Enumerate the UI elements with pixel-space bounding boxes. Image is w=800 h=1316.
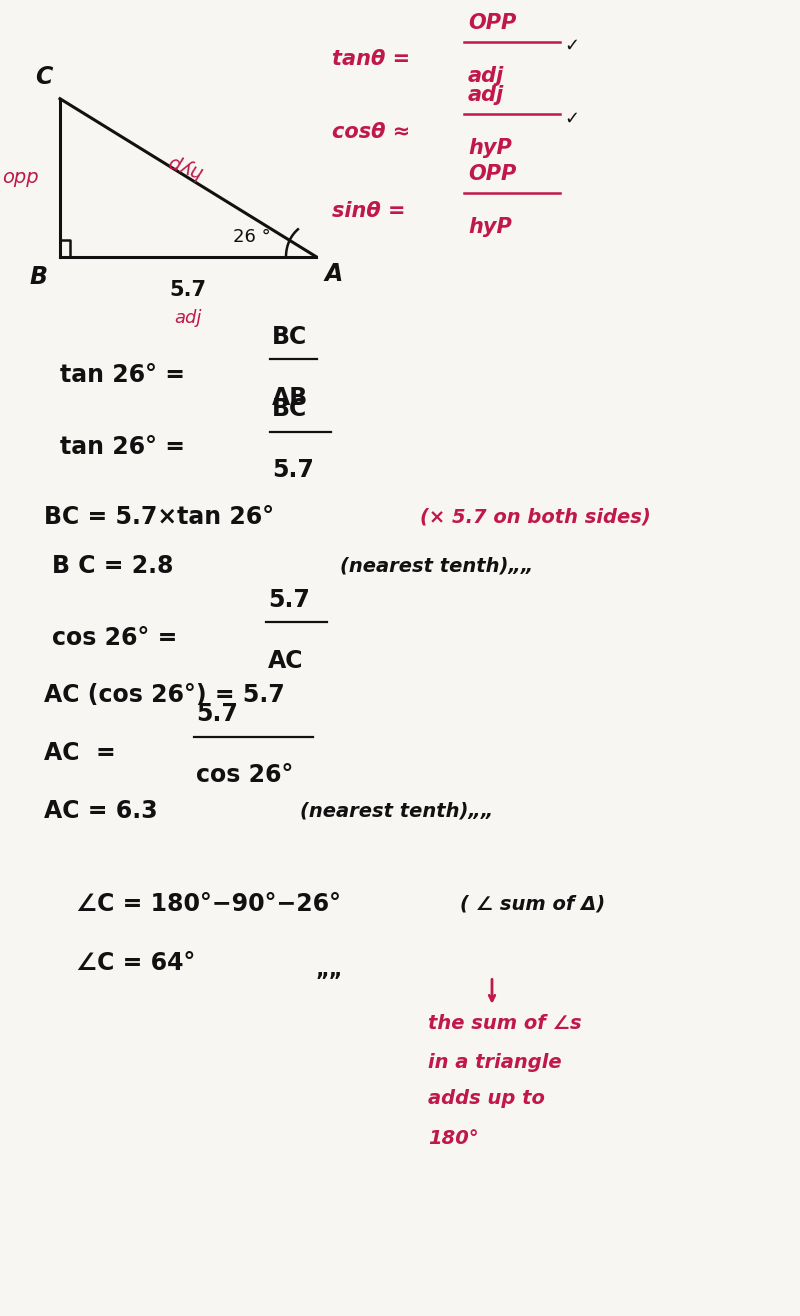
Text: ✓: ✓ — [564, 37, 579, 55]
Text: hyp: hyp — [164, 151, 205, 182]
Text: ∠C = 64°: ∠C = 64° — [76, 951, 195, 975]
Text: C: C — [35, 66, 53, 89]
Text: ( ∠ sum of Δ): ( ∠ sum of Δ) — [460, 895, 605, 913]
Text: 5.7: 5.7 — [272, 458, 314, 482]
Text: AC = 6.3: AC = 6.3 — [44, 799, 158, 822]
Text: B C = 2.8: B C = 2.8 — [52, 554, 174, 578]
Text: B: B — [30, 265, 47, 288]
Text: opp: opp — [2, 168, 38, 187]
Text: (nearest tenth)„„: (nearest tenth)„„ — [340, 557, 534, 575]
Text: hyP: hyP — [468, 138, 512, 158]
Text: AC (cos 26°) = 5.7: AC (cos 26°) = 5.7 — [44, 683, 285, 707]
Text: AB: AB — [272, 386, 308, 409]
Text: OPP: OPP — [468, 164, 516, 184]
Text: 5.7: 5.7 — [170, 280, 206, 300]
Text: 5.7: 5.7 — [196, 703, 238, 726]
Text: OPP: OPP — [468, 13, 516, 33]
Text: 26 °: 26 ° — [233, 228, 271, 246]
Text: cos 26° =: cos 26° = — [52, 626, 178, 650]
Text: adds up to: adds up to — [428, 1090, 545, 1108]
Text: AC: AC — [268, 649, 303, 672]
Text: BC: BC — [272, 397, 307, 421]
Text: 180°: 180° — [428, 1129, 478, 1148]
Text: adj: adj — [174, 309, 202, 328]
Text: adj: adj — [468, 86, 504, 105]
Text: A: A — [325, 262, 342, 286]
Text: hyP: hyP — [468, 217, 512, 237]
Text: (× 5.7 on both sides): (× 5.7 on both sides) — [420, 508, 650, 526]
Text: tan 26° =: tan 26° = — [60, 363, 185, 387]
Text: in a triangle: in a triangle — [428, 1053, 562, 1071]
Text: BC = 5.7×tan 26°: BC = 5.7×tan 26° — [44, 505, 274, 529]
Text: ∠C = 180°−90°−26°: ∠C = 180°−90°−26° — [76, 892, 341, 916]
Text: cos 26°: cos 26° — [196, 763, 294, 787]
Text: adj: adj — [468, 66, 504, 86]
Text: tan 26° =: tan 26° = — [60, 436, 185, 459]
Text: cosθ ≈: cosθ ≈ — [332, 121, 410, 142]
Text: tanθ =: tanθ = — [332, 49, 410, 70]
Text: 5.7: 5.7 — [268, 588, 310, 612]
Text: „„: „„ — [316, 959, 343, 980]
Text: the sum of ∠s: the sum of ∠s — [428, 1015, 582, 1033]
Text: ✓: ✓ — [564, 109, 579, 128]
Text: sinθ =: sinθ = — [332, 200, 406, 221]
Text: BC: BC — [272, 325, 307, 349]
Text: AC  =: AC = — [44, 741, 116, 765]
Text: (nearest tenth)„„: (nearest tenth)„„ — [300, 801, 494, 820]
